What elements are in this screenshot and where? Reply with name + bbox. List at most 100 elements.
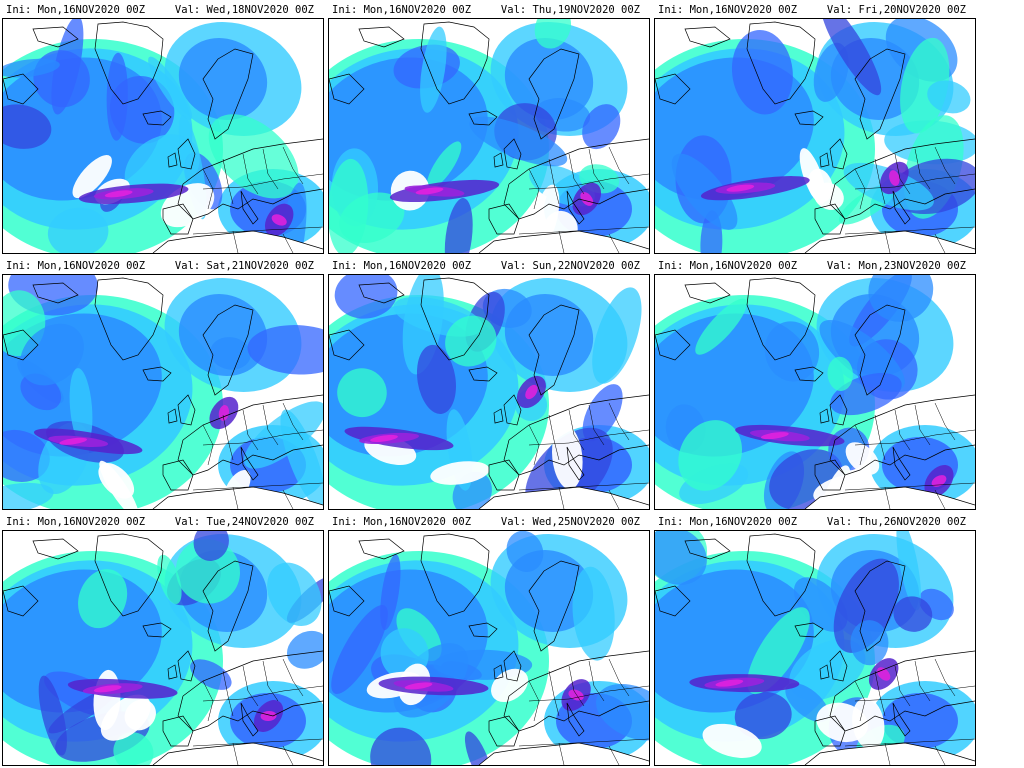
- forecast-panel: Ini: Mon,16NOV2020 00Z Val: Tue,24NOV202…: [0, 512, 326, 768]
- init-time-label: Ini: Mon,16NOV2020 00Z: [332, 260, 472, 272]
- forecast-panel: Ini: Mon,16NOV2020 00Z Val: Sun,22NOV202…: [326, 256, 652, 512]
- forecast-panel: Ini: Mon,16NOV2020 00Z Val: Wed,25NOV202…: [326, 512, 652, 768]
- border-line: [262, 660, 279, 702]
- precip-field: [329, 19, 649, 253]
- coastline-segment: [167, 152, 178, 168]
- border-line: [192, 226, 323, 235]
- country-borders: [844, 658, 975, 765]
- border-line: [202, 680, 214, 722]
- border-line: [854, 429, 975, 446]
- precip-patch: [278, 182, 307, 253]
- precip-field: [655, 275, 975, 509]
- border-line: [528, 173, 649, 190]
- valid-time-label: Val: Sun,22NOV2020 00Z: [500, 260, 640, 272]
- country-borders: [192, 146, 323, 253]
- coastlines: [3, 277, 323, 509]
- border-line: [884, 486, 891, 509]
- coastlines: [3, 21, 323, 253]
- border-line: [528, 424, 540, 466]
- border-line: [528, 685, 649, 702]
- border-line: [222, 158, 234, 205]
- precip-patch: [47, 207, 109, 253]
- valid-time-label: Val: Wed,25NOV2020 00Z: [500, 516, 640, 528]
- border-line: [518, 226, 649, 235]
- dry-area: [491, 668, 529, 703]
- coastline-segment: [819, 408, 830, 424]
- precip-patch: [592, 287, 642, 384]
- coastline-segment: [32, 282, 79, 304]
- border-line: [558, 230, 565, 253]
- coastline-segment: [503, 439, 649, 476]
- coastline-segment: [468, 366, 498, 382]
- precipitation-map: [2, 18, 324, 254]
- border-line: [282, 489, 294, 509]
- coastline-segment: [94, 277, 164, 361]
- border-line: [588, 660, 605, 702]
- coastline-segment: [329, 329, 365, 361]
- border-line: [914, 148, 931, 190]
- coastline-segment: [420, 533, 490, 617]
- coastline-segment: [488, 715, 520, 747]
- dry-area: [99, 460, 139, 509]
- dry-area: [813, 182, 844, 210]
- coastline-segment: [329, 73, 365, 105]
- precip-patch: [267, 562, 322, 626]
- map-canvas: [3, 531, 323, 765]
- precip-patch: [208, 114, 299, 199]
- map-canvas: [655, 531, 975, 765]
- precip-patch: [78, 569, 128, 629]
- coastline-segment: [493, 408, 504, 424]
- coastline-segment: [834, 394, 975, 441]
- coastline-segment: [177, 183, 323, 220]
- border-line: [232, 742, 239, 765]
- coastline-segment: [358, 282, 405, 304]
- coastline-segment: [566, 702, 585, 737]
- coastline-segment: [746, 277, 816, 361]
- border-line: [844, 482, 975, 491]
- dry-area: [551, 424, 583, 490]
- border-line: [934, 233, 946, 253]
- border-line: [608, 233, 620, 253]
- coastline-segment: [892, 446, 911, 481]
- panel-header: Ini: Mon,16NOV2020 00Z Val: Tue,24NOV202…: [0, 512, 326, 532]
- country-borders: [844, 146, 975, 253]
- precip-patch: [193, 531, 229, 561]
- coastline-segment: [177, 439, 323, 476]
- border-line: [242, 665, 259, 707]
- forecast-panel: Ini: Mon,16NOV2020 00Z Val: Fri,20NOV202…: [652, 0, 978, 256]
- precip-patch: [678, 420, 743, 491]
- precip-patch: [210, 337, 251, 370]
- precip-field: [3, 275, 323, 509]
- precip-patch: [334, 275, 398, 319]
- border-line: [934, 402, 956, 441]
- border-line: [608, 402, 630, 441]
- coastline-segment: [804, 486, 975, 509]
- map-canvas: [3, 275, 323, 509]
- border-line: [192, 738, 323, 747]
- init-time-label: Ini: Mon,16NOV2020 00Z: [658, 516, 798, 528]
- coastline-segment: [152, 486, 323, 509]
- coastline-segment: [142, 110, 172, 126]
- precipitation-map: [328, 18, 650, 254]
- country-borders: [518, 402, 649, 509]
- coastline-segment: [528, 48, 580, 140]
- precip-patch: [445, 315, 497, 367]
- coastline-segment: [854, 48, 906, 140]
- precip-field: [3, 531, 323, 765]
- precip-base: [329, 313, 488, 457]
- precip-patch: [3, 58, 60, 78]
- precip-max: [760, 432, 789, 440]
- init-time-label: Ini: Mon,16NOV2020 00Z: [658, 260, 798, 272]
- panel-header: Ini: Mon,16NOV2020 00Z Val: Thu,26NOV202…: [652, 512, 978, 532]
- border-line: [282, 402, 304, 441]
- coastline-segment: [167, 408, 178, 424]
- precip-patch: [420, 26, 447, 113]
- valid-time-label: Val: Thu,26NOV2020 00Z: [826, 516, 966, 528]
- precip-base: [178, 38, 268, 120]
- country-borders: [518, 658, 649, 765]
- precip-patch: [927, 80, 971, 114]
- border-line: [884, 230, 891, 253]
- border-line: [934, 146, 956, 185]
- precip-patch: [582, 104, 621, 150]
- precip-patch: [731, 29, 793, 115]
